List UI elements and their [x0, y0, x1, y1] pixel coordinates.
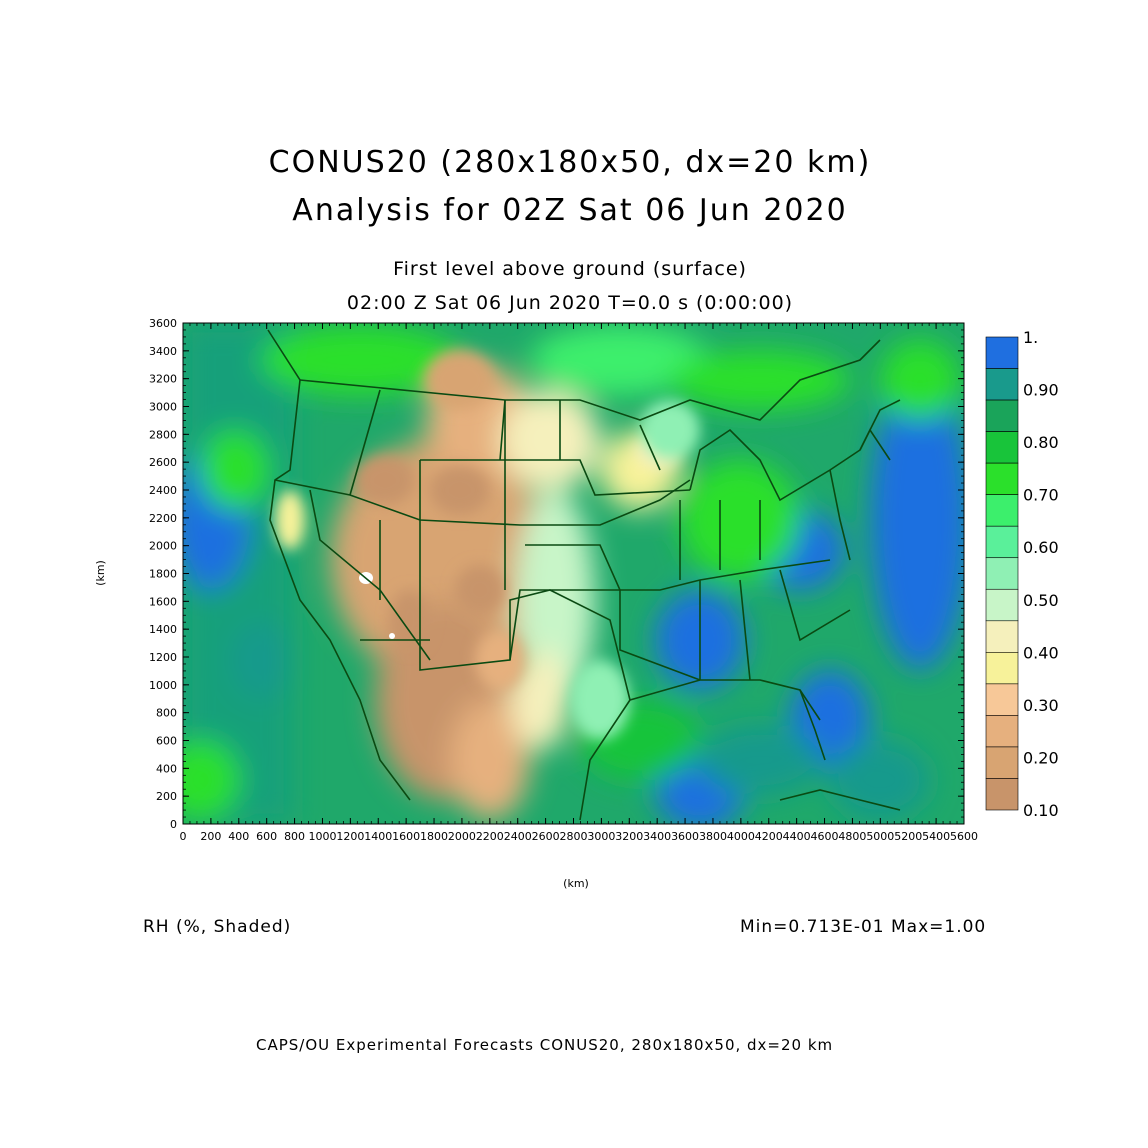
- x-tick-label: 1600: [392, 830, 420, 843]
- colorbar-swatch: [985, 778, 1019, 811]
- x-tick-label: 400: [228, 830, 249, 843]
- x-tick-label: 3600: [671, 830, 699, 843]
- y-tick-label: 3000: [149, 401, 177, 414]
- colorbar-swatch: [985, 336, 1019, 369]
- colorbar-swatch: [985, 462, 1019, 495]
- x-tick-label: 4400: [783, 830, 811, 843]
- colorbar-label: 0.60: [1023, 538, 1059, 557]
- y-tick-label: 1800: [149, 568, 177, 581]
- x-tick-labels: 0 200 400 600 800 1000 1200 1400 1600 1800 2000 220…: [180, 830, 979, 843]
- colorbar-swatch: [985, 715, 1019, 748]
- y-tick-label: 800: [156, 707, 177, 720]
- colorbar-swatch: [985, 431, 1019, 464]
- x-tick-label: 3200: [615, 830, 643, 843]
- y-tick-label: 2800: [149, 428, 177, 441]
- x-tick-label: 1000: [308, 830, 336, 843]
- colorbar: [985, 336, 1019, 811]
- rh-shaded-field: [183, 323, 964, 824]
- y-tick-label: 2000: [149, 540, 177, 553]
- x-tick-label: 3400: [643, 830, 671, 843]
- field-stats: Min=0.713E-01 Max=1.00: [740, 917, 987, 937]
- x-tick-label: 5400: [922, 830, 950, 843]
- colorbar-labels: 1. 0.90 0.80 0.70 0.60 0.50 0.40 0.30 0.20 0.10: [1023, 328, 1059, 820]
- footer-credit: CAPS/OU Experimental Forecasts CONUS20, …: [256, 1036, 834, 1054]
- level-subtitle: First level above ground (surface): [393, 258, 747, 280]
- colorbar-label: 0.90: [1023, 381, 1059, 400]
- x-tick-label: 2800: [560, 830, 588, 843]
- colorbar-swatch: [985, 368, 1019, 401]
- x-tick-label: 3000: [587, 830, 615, 843]
- y-tick-label: 3600: [149, 317, 177, 330]
- y-tick-label: 400: [156, 762, 177, 775]
- y-tick-label: 1400: [149, 623, 177, 636]
- field-label: RH (%, Shaded): [143, 917, 292, 937]
- x-tick-label: 2600: [532, 830, 560, 843]
- colorbar-label: 1.: [1023, 328, 1038, 347]
- y-tick-label: 1600: [149, 595, 177, 608]
- y-tick-label: 3400: [149, 345, 177, 358]
- colorbar-swatch: [985, 620, 1019, 653]
- state-boundaries: [267, 329, 901, 821]
- x-axis-label: (km): [563, 877, 589, 890]
- y-tick-label: 200: [156, 790, 177, 803]
- colorbar-swatch: [985, 525, 1019, 559]
- colorbar-swatch: [985, 588, 1019, 622]
- time-subtitle: 02:00 Z Sat 06 Jun 2020 T=0.0 s (0:00:00…: [346, 292, 794, 314]
- x-tick-label: 5600: [950, 830, 978, 843]
- y-tick-labels: 0 200 400 600 800 1000 1200 1400 1600 1800 2000 220…: [149, 317, 177, 831]
- colorbar-label: 0.40: [1023, 643, 1059, 662]
- colorbar-swatch: [985, 557, 1019, 590]
- colorbar-label: 0.20: [1023, 748, 1059, 767]
- x-tick-label: 1400: [364, 830, 392, 843]
- y-tick-label: 2600: [149, 456, 177, 469]
- y-tick-label: 2400: [149, 484, 177, 497]
- x-tick-label: 1800: [420, 830, 448, 843]
- x-tick-label: 5200: [894, 830, 922, 843]
- x-tick-label: 1200: [336, 830, 364, 843]
- y-tick-label: 0: [170, 818, 177, 831]
- x-tick-label: 2200: [476, 830, 504, 843]
- colorbar-label: 0.80: [1023, 433, 1059, 452]
- colorbar-swatch: [985, 683, 1019, 716]
- x-tick-label: 200: [200, 830, 221, 843]
- colorbar-swatch: [985, 494, 1019, 527]
- colorbar-label: 0.30: [1023, 696, 1059, 715]
- analysis-title: Analysis for 02Z Sat 06 Jun 2020: [292, 193, 848, 228]
- x-tick-label: 4200: [755, 830, 783, 843]
- colorbar-swatch: [985, 746, 1019, 779]
- colorbar-label: 0.50: [1023, 591, 1059, 610]
- main-title: CONUS20 (280x180x50, dx=20 km): [268, 145, 872, 180]
- colorbar-label: 0.70: [1023, 486, 1059, 505]
- x-tick-label: 800: [284, 830, 305, 843]
- y-axis-label: (km): [94, 560, 107, 586]
- x-tick-label: 4600: [811, 830, 839, 843]
- y-tick-label: 2200: [149, 512, 177, 525]
- colorbar-label: 0.10: [1023, 801, 1059, 820]
- x-tick-label: 4000: [727, 830, 755, 843]
- x-tick-label: 3800: [699, 830, 727, 843]
- x-tick-label: 0: [180, 830, 187, 843]
- axis-ticks: [182, 322, 965, 825]
- y-tick-label: 1000: [149, 679, 177, 692]
- y-tick-label: 3200: [149, 373, 177, 386]
- x-tick-label: 2400: [504, 830, 532, 843]
- y-tick-label: 1200: [149, 651, 177, 664]
- x-tick-label: 2000: [448, 830, 476, 843]
- x-tick-label: 600: [256, 830, 277, 843]
- x-tick-label: 5000: [866, 830, 894, 843]
- colorbar-swatch: [985, 652, 1019, 685]
- x-tick-label: 4800: [838, 830, 866, 843]
- colorbar-swatch: [985, 399, 1019, 432]
- y-tick-label: 600: [156, 735, 177, 748]
